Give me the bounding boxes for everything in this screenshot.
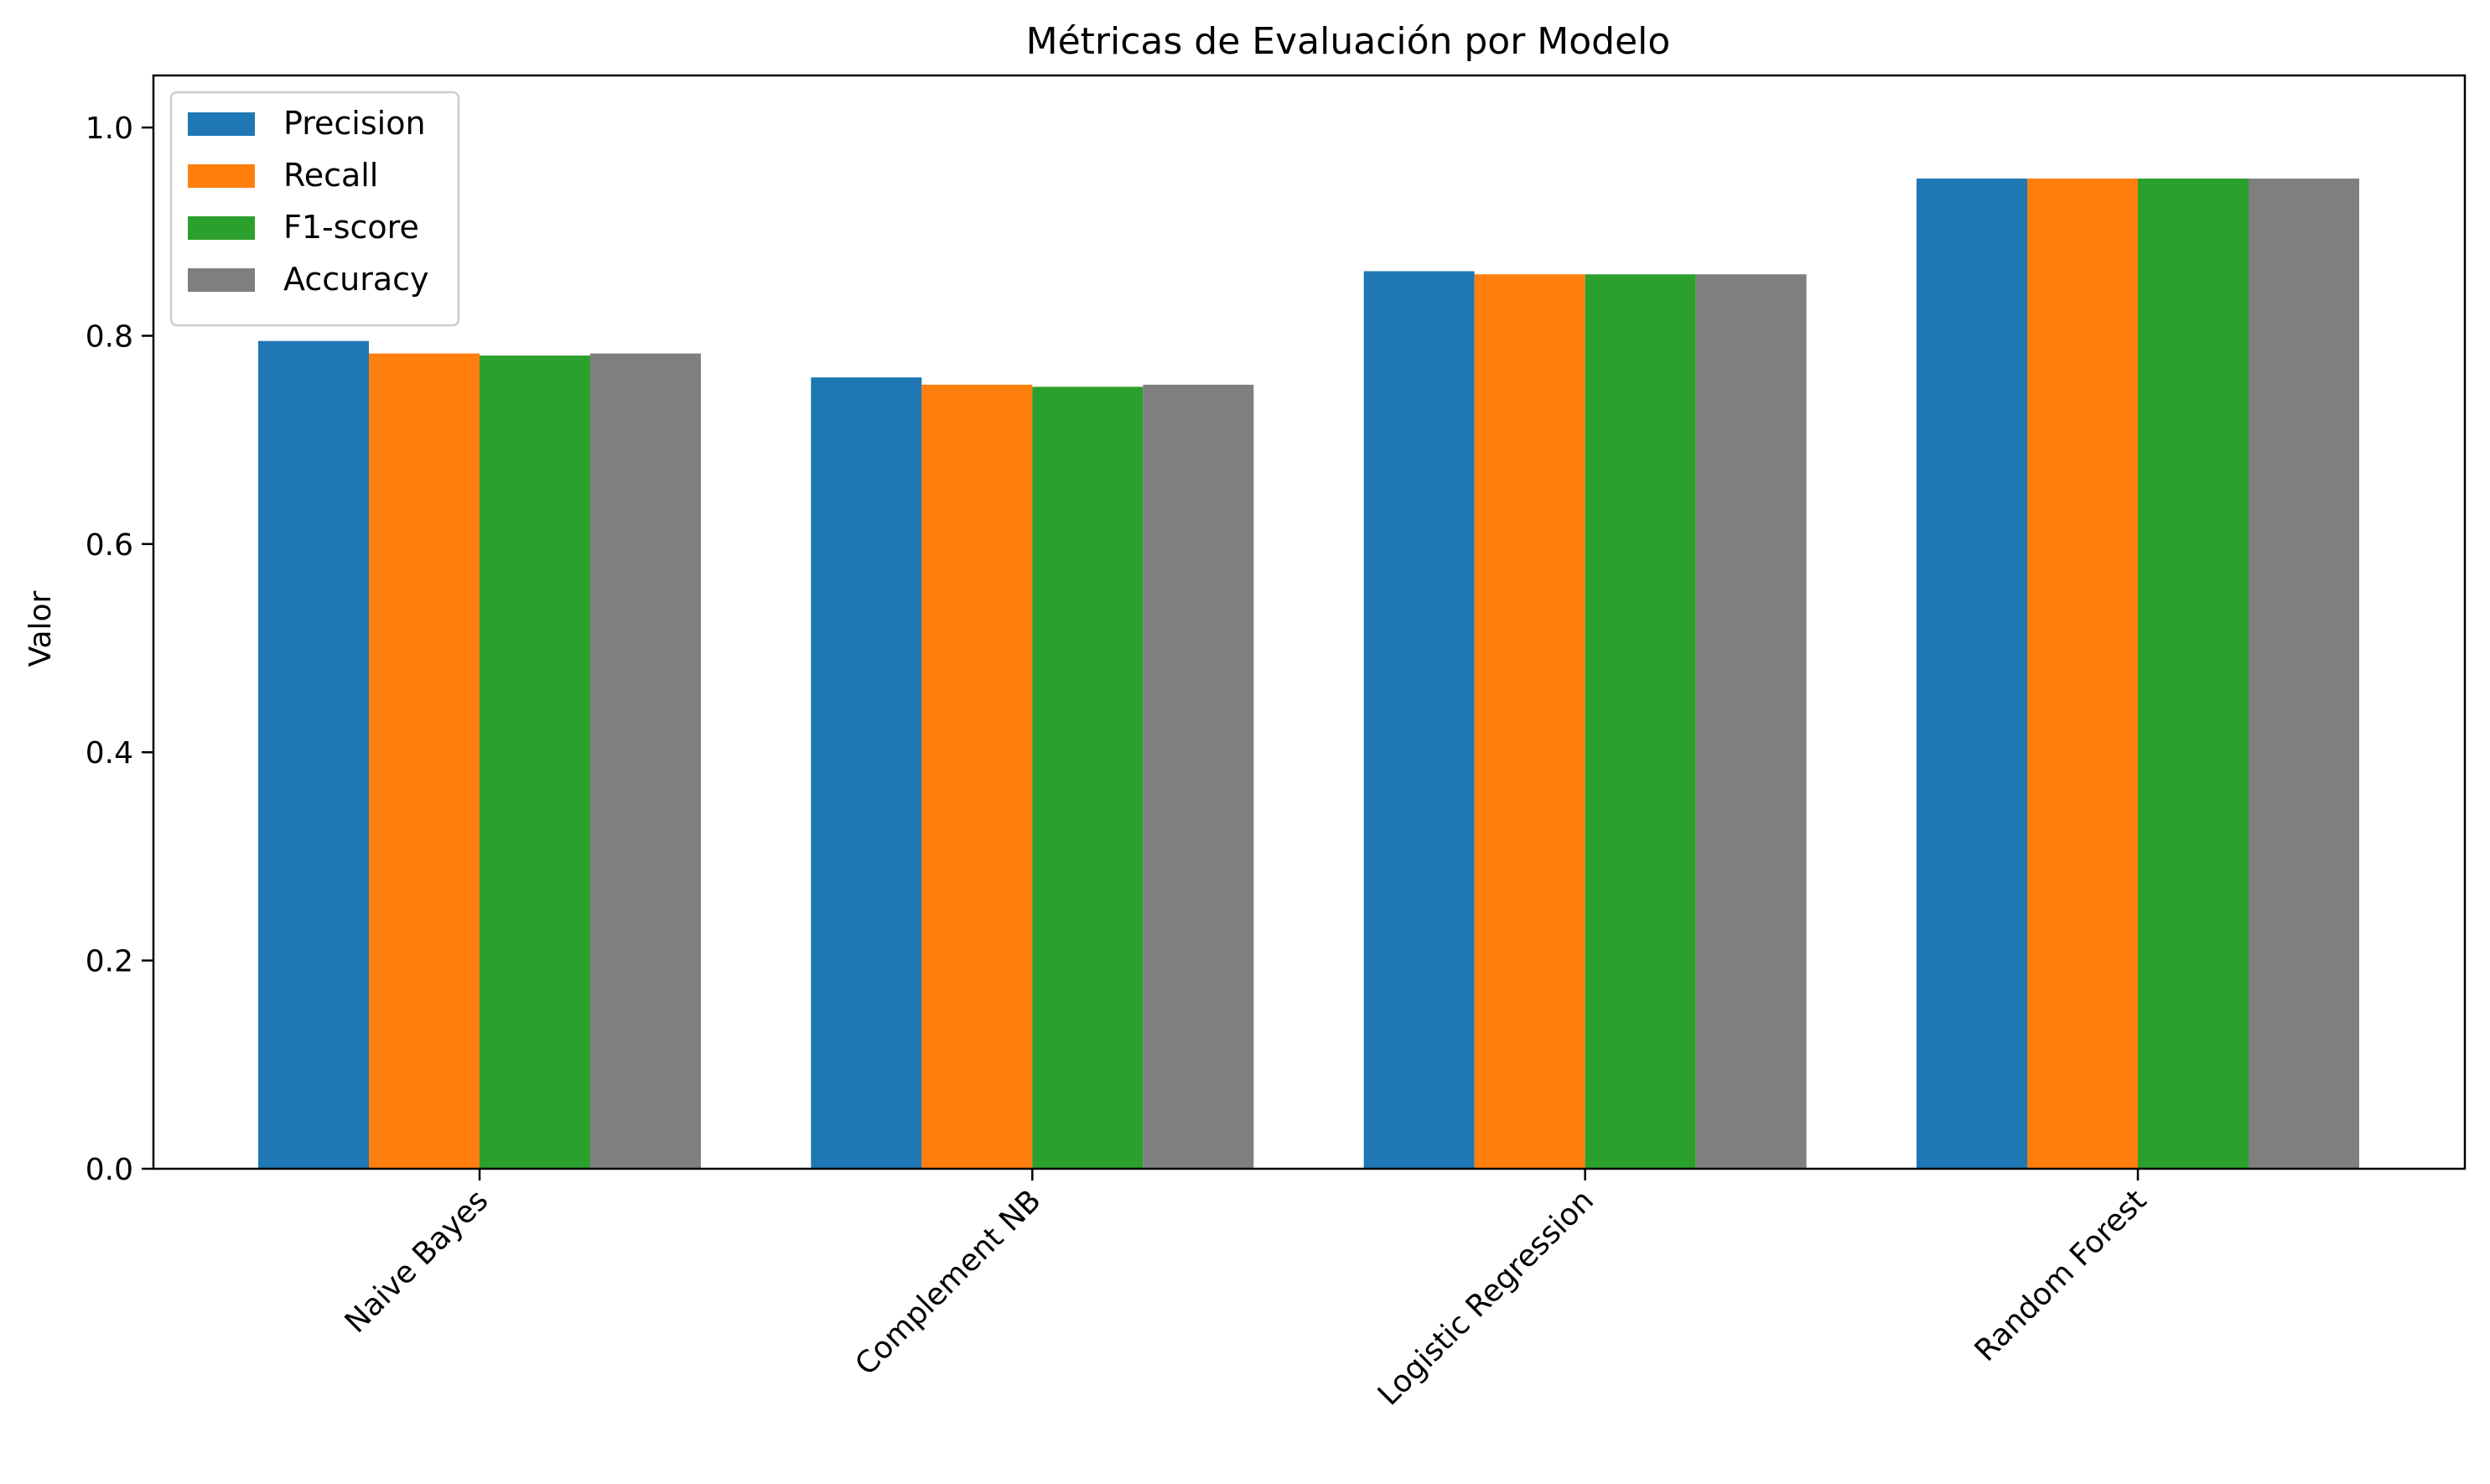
bar-f1-score-complement-nb — [1032, 387, 1144, 1169]
bar-recall-random-forest — [2027, 178, 2138, 1169]
legend: Precision Recall F1-score Accuracy — [169, 91, 460, 327]
legend-label: Accuracy — [283, 261, 429, 298]
bar-accuracy-naive-bayes — [590, 353, 701, 1169]
legend-swatch — [188, 112, 255, 136]
y-tick-label: 0.8 — [86, 319, 133, 354]
chart-title: Métricas de Evaluación por Modelo — [1026, 20, 1671, 63]
y-tick-label: 0.6 — [86, 528, 133, 563]
legend-swatch — [188, 216, 255, 240]
y-tick-label: 0.4 — [86, 736, 133, 771]
legend-swatch — [188, 164, 255, 188]
bar-recall-complement-nb — [921, 384, 1033, 1169]
bar-precision-complement-nb — [811, 377, 922, 1170]
plot-frame — [152, 74, 2467, 1170]
bar-f1-score-random-forest — [2138, 178, 2249, 1169]
legend-label: Precision — [283, 105, 426, 142]
bar-accuracy-logistic-regression — [1695, 274, 1807, 1169]
bar-accuracy-random-forest — [2249, 178, 2359, 1169]
legend-label: Recall — [283, 157, 378, 194]
bar-f1-score-naive-bayes — [480, 355, 590, 1169]
bars-layer — [258, 178, 2359, 1170]
legend-frame — [169, 91, 460, 327]
bar-precision-logistic-regression — [1363, 271, 1475, 1170]
y-tick-label: 1.0 — [86, 112, 133, 146]
y-axis-label: Valor — [23, 590, 58, 667]
bar-precision-naive-bayes — [258, 340, 369, 1170]
bar-precision-random-forest — [1917, 178, 2027, 1169]
bar-f1-score-logistic-regression — [1585, 274, 1696, 1169]
legend-label: F1-score — [283, 209, 419, 246]
y-tick-label: 0.0 — [86, 1153, 133, 1187]
y-tick-label: 0.2 — [86, 945, 133, 979]
legend-swatch — [188, 268, 255, 292]
bar-accuracy-complement-nb — [1143, 384, 1254, 1169]
bar-recall-logistic-regression — [1474, 274, 1585, 1169]
bar-recall-naive-bayes — [369, 353, 480, 1169]
